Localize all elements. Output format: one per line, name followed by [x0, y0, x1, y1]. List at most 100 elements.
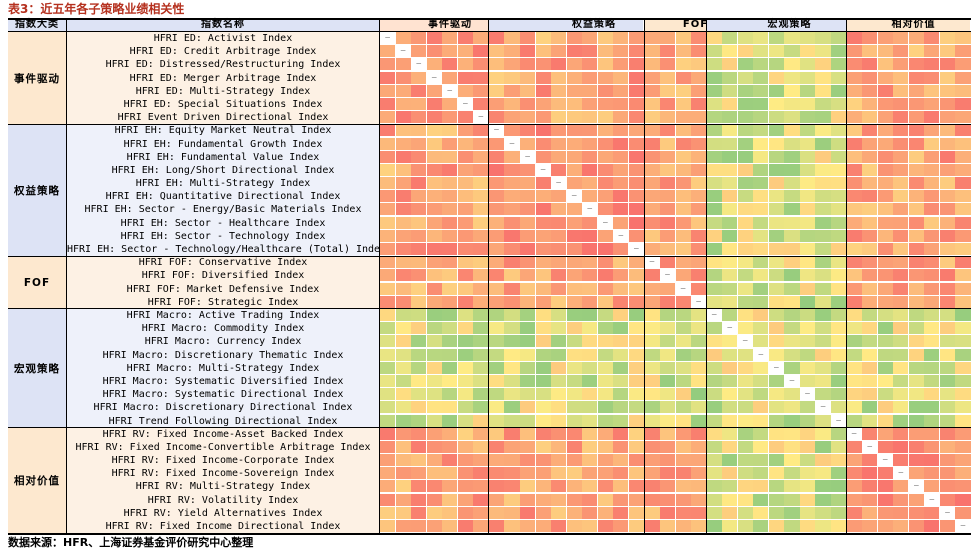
correlation-cell — [380, 414, 396, 427]
correlation-cell — [411, 229, 427, 242]
correlation-cell — [939, 295, 956, 308]
correlation-cell — [628, 467, 644, 480]
correlation-cell — [691, 269, 707, 282]
correlation-cell — [426, 374, 442, 387]
correlation-cell — [675, 229, 691, 242]
correlation-cell — [551, 97, 567, 110]
correlation-cell — [566, 506, 582, 519]
correlation-cell — [799, 282, 816, 295]
correlation-cell — [768, 177, 784, 190]
correlation-cell — [644, 322, 660, 335]
correlation-cell — [908, 295, 924, 308]
correlation-cell — [411, 467, 427, 480]
correlation-cell — [473, 229, 489, 242]
correlation-cell — [784, 45, 800, 58]
correlation-cell — [519, 256, 536, 269]
correlation-cell — [846, 308, 862, 321]
correlation-cell — [442, 71, 458, 84]
correlation-cell — [411, 203, 427, 216]
correlation-cell — [924, 282, 940, 295]
correlation-cell — [488, 163, 504, 176]
rule-line — [8, 308, 971, 310]
correlation-cell — [815, 32, 831, 44]
correlation-cell — [628, 361, 644, 374]
correlation-cell — [753, 111, 769, 124]
correlation-cell — [784, 480, 800, 493]
correlation-cell — [955, 401, 971, 414]
correlation-cell — [722, 401, 738, 414]
correlation-cell — [613, 71, 629, 84]
correlation-cell — [504, 58, 520, 71]
correlation-cell — [597, 163, 613, 176]
correlation-cell — [659, 216, 676, 229]
correlation-cell — [706, 401, 722, 414]
correlation-cell — [504, 493, 520, 506]
correlation-cell — [784, 467, 800, 480]
correlation-cell — [442, 480, 458, 493]
correlation-cell — [613, 111, 629, 124]
correlation-cell — [924, 335, 940, 348]
correlation-cell — [799, 322, 816, 335]
correlation-cell — [597, 150, 613, 163]
correlation-cell — [877, 322, 893, 335]
correlation-cell — [924, 32, 940, 44]
correlation-cell — [955, 216, 971, 229]
correlation-cell — [862, 45, 878, 58]
correlation-cell — [519, 401, 536, 414]
correlation-cell — [908, 520, 924, 533]
correlation-cell — [753, 32, 769, 44]
correlation-cell — [675, 388, 691, 401]
correlation-cell — [566, 401, 582, 414]
correlation-cell — [644, 269, 660, 282]
correlation-cell — [877, 282, 893, 295]
correlation-cell — [582, 163, 598, 176]
correlation-cell — [519, 388, 536, 401]
correlation-cell: — — [504, 137, 520, 150]
correlation-cell — [442, 243, 458, 256]
correlation-cell — [628, 454, 644, 467]
correlation-cell — [395, 361, 411, 374]
correlation-cell — [644, 177, 660, 190]
correlation-cell — [582, 124, 598, 137]
correlation-cell — [535, 150, 551, 163]
correlation-cell — [551, 401, 567, 414]
correlation-cell — [799, 269, 816, 282]
correlation-cell — [908, 216, 924, 229]
correlation-cell — [939, 401, 956, 414]
header-group-bg — [706, 18, 846, 31]
correlation-cell — [628, 506, 644, 519]
correlation-cell — [488, 177, 504, 190]
correlation-cell — [877, 374, 893, 387]
rule-line — [8, 123, 971, 125]
correlation-cell — [893, 137, 909, 150]
correlation-cell — [815, 295, 831, 308]
correlation-cell — [519, 32, 536, 44]
correlation-cell — [737, 361, 753, 374]
correlation-cell — [535, 58, 551, 71]
header-group-bg — [644, 18, 706, 31]
correlation-cell — [582, 150, 598, 163]
correlation-cell — [519, 190, 536, 203]
correlation-cell — [862, 97, 878, 110]
correlation-cell — [924, 203, 940, 216]
correlation-cell — [597, 335, 613, 348]
correlation-cell — [628, 111, 644, 124]
correlation-cell — [768, 150, 784, 163]
correlation-cell: — — [706, 308, 722, 321]
correlation-cell — [924, 58, 940, 71]
correlation-cell — [551, 150, 567, 163]
correlation-cell — [442, 190, 458, 203]
group-band — [8, 124, 66, 257]
correlation-cell — [411, 282, 427, 295]
correlation-cell — [380, 282, 396, 295]
row-label: HFRI EH: Quantitative Directional Index — [105, 191, 341, 203]
correlation-cell — [675, 150, 691, 163]
correlation-cell — [380, 71, 396, 84]
correlation-cell — [691, 150, 707, 163]
correlation-cell — [628, 295, 644, 308]
correlation-cell — [473, 295, 489, 308]
row-label: HFRI Macro: Currency Index — [144, 336, 302, 348]
correlation-cell — [846, 282, 862, 295]
correlation-cell — [737, 177, 753, 190]
correlation-cell — [582, 308, 598, 321]
